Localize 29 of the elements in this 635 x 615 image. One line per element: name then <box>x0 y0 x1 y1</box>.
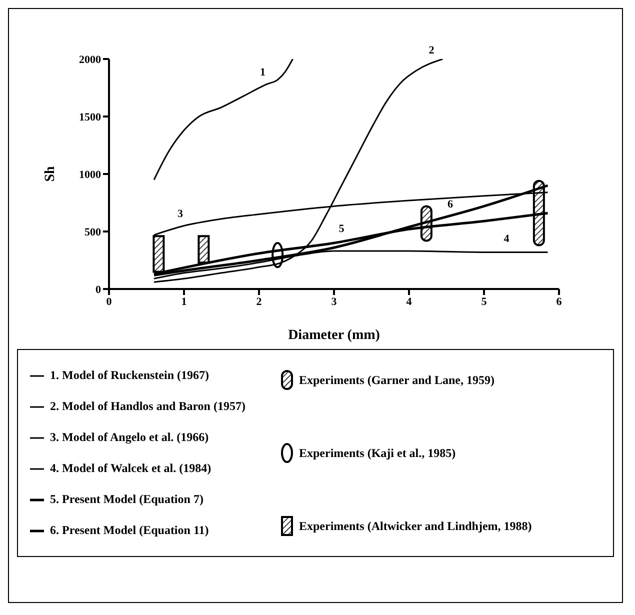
y-tick-label: 1000 <box>79 168 102 181</box>
x-tick-label: 5 <box>481 296 488 308</box>
y-tick-label: 0 <box>96 284 102 296</box>
x-tick-label: 2 <box>256 296 262 308</box>
x-tick-label: 6 <box>556 296 562 308</box>
legend-label: 6. Present Model (Equation 11) <box>50 523 209 538</box>
annotation: 2 <box>428 44 435 57</box>
annotation: 3 <box>178 208 184 220</box>
annotation: 6 <box>448 198 454 211</box>
legend-label: 3. Model of Angelo et al. (1966) <box>50 430 209 445</box>
x-tick-label: 3 <box>331 296 338 308</box>
y-tick-label: 2000 <box>79 54 102 66</box>
x-tick-label: 4 <box>406 296 412 308</box>
annotation: 4 <box>504 233 510 246</box>
legend-label: Experiments (Altwicker and Lindhjem, 1988) <box>299 518 532 534</box>
legend-label: 2. Model of Handlos and Baron (1957) <box>50 399 246 414</box>
x-axis-title: Diameter (mm) <box>288 328 380 343</box>
annotation: 1 <box>260 66 266 78</box>
x-tick-label: 1 <box>181 296 187 308</box>
legend-label: Experiments (Garner and Lane, 1959) <box>299 372 494 388</box>
legend-label: 5. Present Model (Equation 7) <box>50 492 204 507</box>
y-axis-title: Sh <box>42 166 58 182</box>
y-tick-label: 500 <box>84 226 102 238</box>
annotation: 5 <box>338 222 345 235</box>
legend-label: 4. Model of Walcek et al. (1984) <box>50 461 212 476</box>
legend-label: Experiments (Kaji et al., 1985) <box>299 446 456 460</box>
x-tick-label: 0 <box>106 296 112 308</box>
y-tick-label: 1500 <box>79 111 102 124</box>
legend-label: 1. Model of Ruckenstein (1967) <box>50 368 209 383</box>
